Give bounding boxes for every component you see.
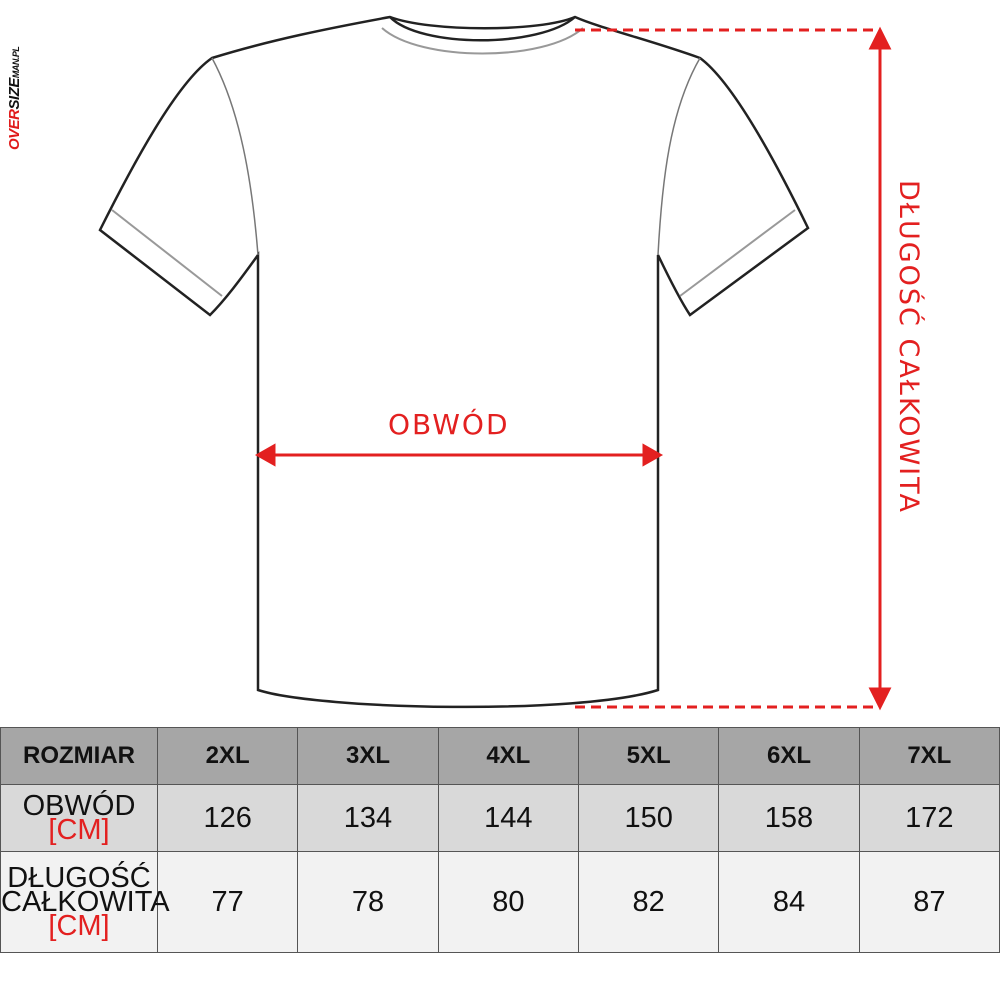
- unit-label: [CM]: [48, 910, 110, 942]
- table-cell: 172: [858, 784, 1000, 852]
- header-cell: 2XL: [156, 727, 299, 785]
- header-cell: 3XL: [297, 727, 439, 785]
- table-cell: 78: [297, 851, 439, 953]
- table-cell: 150: [577, 784, 720, 852]
- row-label-text: CAŁKOWITA: [1, 886, 170, 918]
- header-cell: ROZMIAR: [0, 727, 158, 785]
- table-cell: 126: [156, 784, 299, 852]
- length-label: DŁUGOŚĆ CAŁKOWITA: [893, 180, 924, 514]
- tshirt-outline: [98, 15, 810, 709]
- header-cell: 5XL: [577, 727, 720, 785]
- row-label: DŁUGOŚĆ CAŁKOWITA [CM]: [0, 851, 170, 953]
- width-label: OBWÓD: [388, 408, 510, 441]
- table-cell: 77: [156, 851, 299, 953]
- row-label: OBWÓD [CM]: [0, 784, 158, 852]
- table-cell: 144: [437, 784, 579, 852]
- size-table: ROZMIAR 2XL 3XL 4XL 5XL 6XL 7XL OBWÓD [CM…: [0, 727, 1000, 953]
- header-cell: 4XL: [437, 727, 579, 785]
- unit-label: [CM]: [48, 814, 110, 846]
- row-label-text: DŁUGOŚĆ: [7, 862, 151, 894]
- table-cell: 84: [718, 851, 860, 953]
- header-cell: 6XL: [718, 727, 860, 785]
- table-cell: 158: [718, 784, 860, 852]
- tshirt-diagram: [98, 15, 892, 711]
- table-cell: 82: [577, 851, 720, 953]
- header-cell: 7XL: [858, 727, 1000, 785]
- table-row: DŁUGOŚĆ CAŁKOWITA [CM] 77 78 80 82 84 87: [0, 851, 1000, 953]
- table-header-row: ROZMIAR 2XL 3XL 4XL 5XL 6XL 7XL: [0, 727, 1000, 785]
- measure-arrows: [254, 26, 892, 711]
- table-cell: 80: [437, 851, 579, 953]
- table-row: OBWÓD [CM] 126 134 144 150 158 172: [0, 784, 1000, 852]
- table-cell: 87: [858, 851, 1000, 953]
- table-cell: 134: [297, 784, 439, 852]
- row-label-text: OBWÓD: [22, 790, 136, 822]
